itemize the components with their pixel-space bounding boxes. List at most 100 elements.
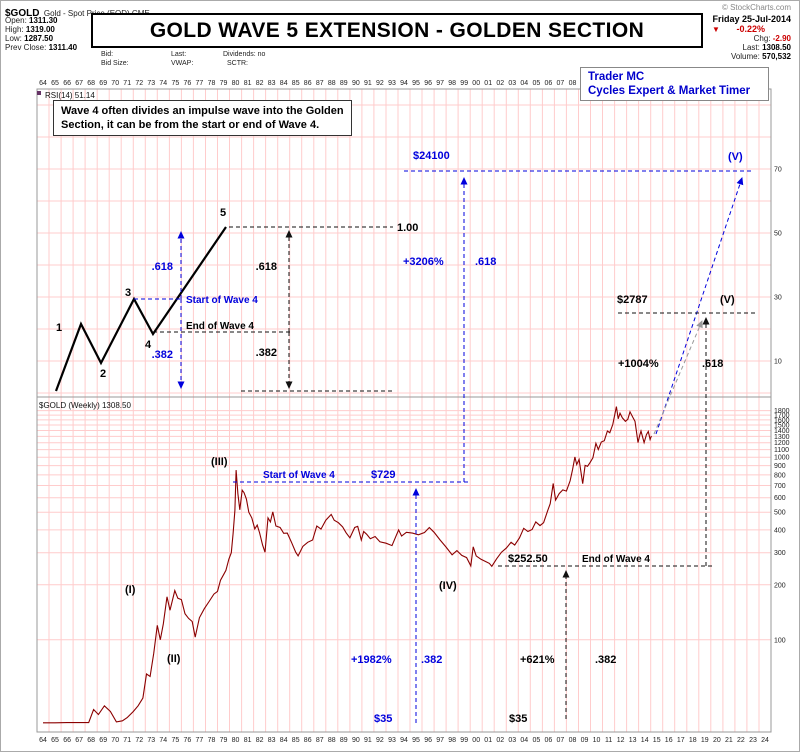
x-tick-top: 72 xyxy=(135,80,143,87)
price-35-blue-label: $35 xyxy=(374,713,392,725)
x-tick-top: 70 xyxy=(111,80,119,87)
x-tick-top: 81 xyxy=(244,80,252,87)
x-tick-top: 08 xyxy=(569,80,577,87)
x-tick-top: 67 xyxy=(75,80,83,87)
x-tick-bottom: 07 xyxy=(557,737,565,744)
chg-label: Chg: xyxy=(753,34,771,43)
x-tick-bottom: 91 xyxy=(364,737,372,744)
x-tick-bottom: 09 xyxy=(581,737,589,744)
x-tick-top: 68 xyxy=(87,80,95,87)
elliott-schematic-line xyxy=(54,226,227,392)
x-tick-bottom: 92 xyxy=(376,737,384,744)
x-tick-bottom: 89 xyxy=(340,737,348,744)
x-tick-top: 80 xyxy=(232,80,240,87)
x-tick-bottom: 78 xyxy=(208,737,216,744)
x-tick-top: 90 xyxy=(352,80,360,87)
x-tick-top: 04 xyxy=(520,80,528,87)
schematic-wave2-label: 2 xyxy=(100,368,106,380)
x-tick-bottom: 10 xyxy=(593,737,601,744)
x-tick-bottom: 14 xyxy=(641,737,649,744)
x-tick-bottom: 76 xyxy=(184,737,192,744)
down-triangle-icon: ▼ xyxy=(712,25,720,34)
blue-618-label: .618 xyxy=(475,256,496,268)
x-tick-bottom: 64 xyxy=(39,737,47,744)
x-tick-bottom: 72 xyxy=(135,737,143,744)
x-tick-bottom: 01 xyxy=(484,737,492,744)
x-tick-bottom: 13 xyxy=(629,737,637,744)
note-line1: Wave 4 often divides an impulse wave int… xyxy=(61,105,344,117)
x-tick-bottom: 77 xyxy=(196,737,204,744)
badge-line2: Cycles Expert & Market Timer xyxy=(588,85,751,97)
x-tick-top: 85 xyxy=(292,80,300,87)
rsi-tick-label: 50 xyxy=(774,231,782,238)
schematic-black-382: .382 xyxy=(256,347,277,359)
bid-label: Bid: xyxy=(101,51,114,58)
x-tick-top: 92 xyxy=(376,80,384,87)
x-tick-bottom: 11 xyxy=(605,737,612,744)
badge-line1: Trader MC xyxy=(588,71,645,83)
x-tick-bottom: 02 xyxy=(496,737,504,744)
x-tick-bottom: 93 xyxy=(388,737,396,744)
x-tick-bottom: 03 xyxy=(508,737,516,744)
x-tick-bottom: 23 xyxy=(749,737,757,744)
x-tick-top: 98 xyxy=(448,80,456,87)
pct-change: -0.22% xyxy=(736,24,765,34)
price-tick-label: 1200 xyxy=(774,440,790,447)
x-tick-bottom: 19 xyxy=(701,737,709,744)
x-tick-top: 83 xyxy=(268,80,276,87)
x-tick-top: 79 xyxy=(220,80,228,87)
x-tick-bottom: 24 xyxy=(761,737,769,744)
price-tick-label: 1600 xyxy=(774,417,790,424)
target-2787-label: $2787 xyxy=(617,294,648,306)
last-quote-value: 1308.50 xyxy=(762,43,791,52)
price-pane-label: $GOLD (Weekly) 1308.50 xyxy=(39,401,131,410)
wave-v-black-label: (V) xyxy=(720,294,735,306)
x-tick-bottom: 97 xyxy=(436,737,444,744)
rsi-tick-label: 70 xyxy=(774,167,782,174)
price-tick-label: 400 xyxy=(774,527,786,534)
x-tick-bottom: 84 xyxy=(280,737,288,744)
x-tick-bottom: 82 xyxy=(256,737,264,744)
start-wave4-label: Start of Wave 4 xyxy=(263,470,335,481)
price-tick-label: 1100 xyxy=(774,447,789,454)
x-tick-top: 87 xyxy=(316,80,324,87)
x-tick-top: 82 xyxy=(256,80,264,87)
x-tick-top: 86 xyxy=(304,80,312,87)
price-tick-label: 1400 xyxy=(774,428,790,435)
schematic-blue-382: .382 xyxy=(152,349,173,361)
schematic-wave1-label: 1 xyxy=(56,322,62,334)
schematic-one-label: 1.00 xyxy=(397,222,418,234)
x-tick-bottom: 80 xyxy=(232,737,240,744)
bid-size-label: Bid Size: xyxy=(101,60,129,67)
volume-value: 570,532 xyxy=(762,52,791,61)
x-tick-top: 07 xyxy=(557,80,565,87)
x-tick-bottom: 87 xyxy=(316,737,324,744)
trader-mc-badge: Trader MC Cycles Expert & Market Timer xyxy=(580,67,769,101)
last-quote-label: Last: xyxy=(742,43,760,52)
x-tick-top: 93 xyxy=(388,80,396,87)
axes: 7050301018001700160015001400130012001100… xyxy=(36,80,790,744)
price-729-label: $729 xyxy=(371,469,395,481)
wave-I-label: (I) xyxy=(125,584,136,596)
x-tick-bottom: 17 xyxy=(677,737,685,744)
schematic-wave5-label: 5 xyxy=(220,207,226,219)
price-tick-label: 1000 xyxy=(774,455,790,462)
x-tick-bottom: 00 xyxy=(472,737,480,744)
rsi-pane-label: RSI(14) 51.14 xyxy=(45,91,95,100)
schematic-end-wave4-label: End of Wave 4 xyxy=(186,321,254,332)
x-tick-bottom: 95 xyxy=(412,737,420,744)
target-24100-label: $24100 xyxy=(413,150,450,162)
quote-low-row: Low: 1287.50 xyxy=(5,34,53,43)
chg-value: -2.90 xyxy=(772,34,791,43)
x-tick-top: 94 xyxy=(400,80,408,87)
x-tick-bottom: 22 xyxy=(737,737,745,744)
x-tick-bottom: 88 xyxy=(328,737,336,744)
x-tick-top: 03 xyxy=(508,80,516,87)
wave-IV-label: (IV) xyxy=(439,580,457,592)
rsi-tick-label: 30 xyxy=(774,295,782,302)
symbol: $GOLD xyxy=(5,8,40,19)
x-tick-top: 00 xyxy=(472,80,480,87)
x-tick-top: 84 xyxy=(280,80,288,87)
